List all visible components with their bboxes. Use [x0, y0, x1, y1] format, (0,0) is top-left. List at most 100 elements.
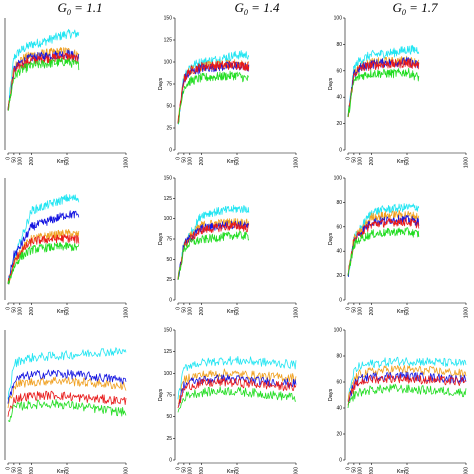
x-tick-label: 1000: [294, 467, 300, 474]
series-line-blue: [177, 374, 297, 407]
y-tick-label: 75: [166, 393, 172, 399]
x-tick-label: 500: [235, 157, 241, 166]
y-tick-label: 150: [164, 176, 173, 182]
x-tick-label: 1000: [464, 157, 470, 168]
title-value: = 1.1: [71, 0, 103, 15]
x-tick-label: 200: [199, 467, 205, 474]
x-tick-label: 200: [29, 467, 35, 474]
x-tick-label: 1000: [464, 467, 470, 474]
x-axis-label: Km: [397, 309, 406, 315]
x-tick-label: 200: [29, 307, 35, 316]
y-tick-label: 20: [336, 121, 342, 127]
y-axis-label: Days: [328, 77, 334, 90]
series-line-red: [177, 377, 297, 409]
y-tick-label: 20: [336, 273, 342, 279]
y-tick-label: 0: [339, 458, 342, 464]
series-line-blue: [7, 49, 80, 111]
series-line-cyan: [7, 28, 80, 111]
series-line-red: [177, 221, 250, 280]
x-tick-label: 100: [187, 307, 193, 316]
x-tick-label: 50: [11, 467, 17, 473]
x-tick-label: 100: [187, 467, 193, 474]
y-tick-label: 50: [166, 104, 172, 110]
y-tick-label: 0: [169, 148, 172, 154]
y-tick-label: 75: [166, 237, 172, 243]
y-tick-label: 80: [336, 42, 342, 48]
title-symbol: G: [58, 0, 68, 15]
x-tick-label: 1000: [124, 467, 130, 474]
series-line-green: [347, 227, 420, 276]
y-tick-label: 50: [166, 257, 172, 263]
column-title-1: G0 = 1.1: [58, 0, 103, 17]
x-tick-label: 50: [11, 307, 17, 313]
y-tick-label: 40: [336, 249, 342, 255]
y-tick-label: 150: [164, 328, 173, 334]
x-tick-label: 200: [369, 157, 375, 166]
y-tick-label: 50: [166, 414, 172, 420]
x-tick-label: 1000: [464, 307, 470, 318]
series-line-cyan: [7, 347, 127, 400]
series-line-cyan: [177, 356, 297, 400]
x-tick-label: 500: [405, 307, 411, 316]
x-tick-label: 0: [346, 467, 352, 470]
y-tick-label: 100: [334, 176, 343, 182]
series-line-green: [177, 70, 249, 124]
series-line-green: [7, 57, 80, 111]
y-tick-label: 0: [339, 298, 342, 304]
x-tick-label: 1000: [124, 157, 130, 168]
series-line-cyan: [177, 50, 250, 125]
series-line-blue: [7, 210, 80, 285]
x-tick-label: 50: [181, 467, 187, 473]
y-tick-label: 40: [336, 406, 342, 412]
x-tick-label: 500: [65, 467, 71, 474]
title-symbol: G: [235, 0, 245, 15]
y-tick-label: 125: [164, 349, 173, 355]
y-tick-label: 60: [336, 68, 342, 74]
x-tick-label: 50: [11, 157, 17, 163]
series-line-red: [7, 52, 79, 111]
series-line-red: [347, 217, 420, 276]
x-tick-label: 500: [65, 307, 71, 316]
x-tick-label: 200: [29, 157, 35, 166]
x-axis-label: Km: [57, 159, 66, 165]
series-line-orange: [7, 376, 127, 409]
series-line-red: [7, 390, 127, 417]
column-titles: G0 = 1.1 G0 = 1.4 G0 = 1.7: [58, 0, 438, 17]
x-axis-label: Km: [57, 469, 66, 474]
y-tick-label: 0: [339, 148, 342, 154]
x-axis-label: Km: [397, 469, 406, 474]
y-tick-label: 125: [164, 196, 173, 202]
x-tick-label: 50: [181, 307, 187, 313]
x-tick-label: 100: [187, 157, 193, 166]
series-line-red: [347, 58, 420, 118]
series-line-red: [347, 374, 467, 406]
panel-r1-c1: 0 50 100 200 500 1000 Km: [4, 18, 130, 168]
panel-r3-c1: 0 50 100 200 500 1000 Km: [4, 330, 130, 474]
y-tick-label: 25: [166, 126, 172, 132]
series-line-green: [177, 230, 250, 280]
y-tick-label: 80: [336, 354, 342, 360]
y-tick-label: 100: [334, 16, 343, 22]
series-line-green: [347, 383, 467, 409]
column-title-3: G0 = 1.7: [393, 0, 438, 17]
x-tick-label: 100: [357, 307, 363, 316]
series-line-orange: [177, 368, 297, 405]
x-axis-label: Km: [227, 309, 236, 315]
y-tick-label: 100: [164, 371, 173, 377]
y-axis-label: Days: [158, 77, 164, 90]
title-symbol: G: [393, 0, 403, 15]
x-tick-label: 100: [17, 307, 23, 316]
series-line-green: [347, 67, 420, 118]
title-subscript: 0: [67, 8, 71, 17]
y-axis-label: Days: [158, 388, 164, 401]
x-tick-label: 50: [351, 467, 357, 473]
x-axis-label: Km: [397, 159, 406, 165]
y-tick-label: 25: [166, 436, 172, 442]
x-tick-label: 100: [17, 467, 23, 474]
x-tick-label: 0: [176, 157, 182, 160]
x-tick-label: 200: [369, 467, 375, 474]
x-tick-label: 1000: [294, 307, 300, 318]
column-title-2: G0 = 1.4: [235, 0, 280, 17]
